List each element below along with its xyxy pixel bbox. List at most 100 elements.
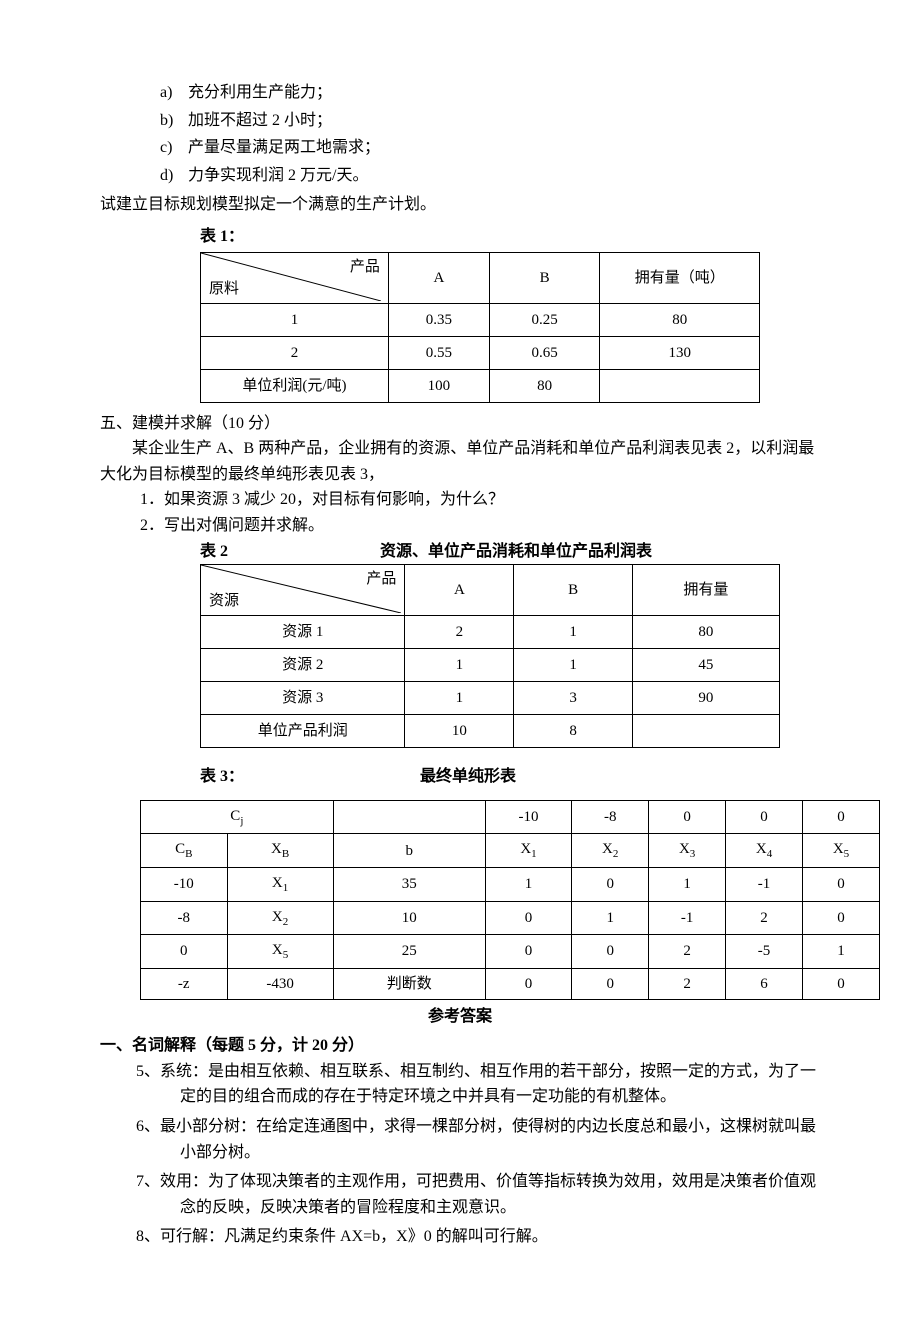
col-header: A bbox=[405, 565, 514, 616]
cell: 资源 1 bbox=[201, 616, 405, 649]
cell: 2 bbox=[649, 968, 726, 999]
list-item: c)产量尽量满足两工地需求； bbox=[160, 135, 820, 161]
cell: X5 bbox=[227, 935, 333, 969]
paragraph: 某企业生产 A、B 两种产品，企业拥有的资源、单位产品消耗和单位产品利润表见表 … bbox=[100, 436, 820, 487]
row-label: 原料 bbox=[209, 277, 239, 301]
cell: 单位利润(元/吨) bbox=[201, 369, 389, 402]
col-label: 产品 bbox=[366, 567, 396, 591]
constraints-list: a)充分利用生产能力； b)加班不超过 2 小时； c)产量尽量满足两工地需求；… bbox=[160, 80, 820, 188]
cell: 10 bbox=[333, 901, 485, 935]
list-item: d)力争实现利润 2 万元/天。 bbox=[160, 163, 820, 189]
col-header: B bbox=[489, 252, 600, 303]
cell: 1 bbox=[485, 867, 572, 901]
col-header: 拥有量（吨） bbox=[600, 252, 760, 303]
cell: 3 bbox=[514, 682, 632, 715]
cell: 6 bbox=[726, 968, 803, 999]
cell: 1 bbox=[201, 303, 389, 336]
cell: 1 bbox=[405, 682, 514, 715]
table3: Cj -10 -8 0 0 0 CB XB b X1 X2 X3 X4 X5 -… bbox=[140, 800, 880, 1000]
answer-item: 7、效用：为了体现决策者的主观作用，可把费用、价值等指标转换为效用，效用是决策者… bbox=[100, 1169, 820, 1220]
cell: 0 bbox=[803, 800, 880, 834]
cell: 1 bbox=[514, 649, 632, 682]
table2-label: 表 2 bbox=[200, 539, 380, 565]
cell: 0.65 bbox=[489, 336, 600, 369]
cell: 1 bbox=[572, 901, 649, 935]
cell bbox=[600, 369, 760, 402]
cell bbox=[632, 715, 779, 748]
cell: 1 bbox=[649, 867, 726, 901]
cell: -1 bbox=[649, 901, 726, 935]
answers-list: 5、系统：是由相互依赖、相互联系、相互制约、相互作用的若干部分，按照一定的方式，… bbox=[100, 1059, 820, 1250]
cell: 0 bbox=[726, 800, 803, 834]
col-header: X4 bbox=[726, 834, 803, 868]
cell: 0 bbox=[485, 935, 572, 969]
cell: 80 bbox=[600, 303, 760, 336]
col-header: X2 bbox=[572, 834, 649, 868]
cell: 0 bbox=[803, 901, 880, 935]
col-header: X3 bbox=[649, 834, 726, 868]
table3-label: 表 3： bbox=[200, 764, 420, 790]
cell: 0 bbox=[141, 935, 228, 969]
cell: 0 bbox=[572, 935, 649, 969]
cell: 25 bbox=[333, 935, 485, 969]
col-header: b bbox=[333, 834, 485, 868]
cell: -10 bbox=[485, 800, 572, 834]
cell bbox=[333, 800, 485, 834]
table3-title: 最终单纯形表 bbox=[420, 764, 516, 790]
cell: 1 bbox=[803, 935, 880, 969]
cell: 90 bbox=[632, 682, 779, 715]
cell: -8 bbox=[572, 800, 649, 834]
cell: 0 bbox=[803, 968, 880, 999]
col-header: A bbox=[388, 252, 489, 303]
list-item: a)充分利用生产能力； bbox=[160, 80, 820, 106]
cell: 1 bbox=[514, 616, 632, 649]
cell: 判断数 bbox=[333, 968, 485, 999]
row-label: 资源 bbox=[209, 589, 239, 613]
question-2: 2．写出对偶问题并求解。 bbox=[140, 513, 820, 539]
cell: -10 bbox=[141, 867, 228, 901]
col-header: B bbox=[514, 565, 632, 616]
table1-corner: 产品 原料 bbox=[201, 252, 389, 303]
col-header: CB bbox=[141, 834, 228, 868]
cell: 10 bbox=[405, 715, 514, 748]
cell: -z bbox=[141, 968, 228, 999]
cell: 0 bbox=[485, 968, 572, 999]
answer-item: 8、可行解：凡满足约束条件 AX=b，X》0 的解叫可行解。 bbox=[100, 1224, 820, 1250]
cell: 0.35 bbox=[388, 303, 489, 336]
cell: 100 bbox=[388, 369, 489, 402]
col-header: XB bbox=[227, 834, 333, 868]
col-header: X1 bbox=[485, 834, 572, 868]
cell: 2 bbox=[405, 616, 514, 649]
question-1: 1．如果资源 3 减少 20，对目标有何影响，为什么？ bbox=[140, 487, 820, 513]
table2-label-row: 表 2 资源、单位产品消耗和单位产品利润表 bbox=[200, 539, 820, 565]
cell: 2 bbox=[649, 935, 726, 969]
cell: 资源 2 bbox=[201, 649, 405, 682]
cell: X2 bbox=[227, 901, 333, 935]
cell: 45 bbox=[632, 649, 779, 682]
table3-label-row: 表 3： 最终单纯形表 bbox=[200, 764, 820, 790]
cell: 80 bbox=[489, 369, 600, 402]
cell: -1 bbox=[726, 867, 803, 901]
table2-corner: 产品 资源 bbox=[201, 565, 405, 616]
paragraph: 试建立目标规划模型拟定一个满意的生产计划。 bbox=[100, 192, 820, 218]
section5-heading: 五、建模并求解（10 分） bbox=[100, 411, 820, 437]
cell: Cj bbox=[141, 800, 334, 834]
cell: 130 bbox=[600, 336, 760, 369]
cell: 2 bbox=[201, 336, 389, 369]
cell: 0 bbox=[485, 901, 572, 935]
list-item: b)加班不超过 2 小时； bbox=[160, 108, 820, 134]
col-label: 产品 bbox=[350, 255, 380, 279]
cell: -430 bbox=[227, 968, 333, 999]
cell: -5 bbox=[726, 935, 803, 969]
cell: 资源 3 bbox=[201, 682, 405, 715]
cell: 0 bbox=[572, 968, 649, 999]
table1: 产品 原料 A B 拥有量（吨） 10.350.2580 20.550.6513… bbox=[200, 252, 760, 403]
cell: 80 bbox=[632, 616, 779, 649]
col-header: X5 bbox=[803, 834, 880, 868]
answers-heading: 参考答案 bbox=[100, 1004, 820, 1030]
cell: -8 bbox=[141, 901, 228, 935]
answer-item: 6、最小部分树：在给定连通图中，求得一棵部分树，使得树的内边长度总和最小，这棵树… bbox=[100, 1114, 820, 1165]
cell: 8 bbox=[514, 715, 632, 748]
table2-title: 资源、单位产品消耗和单位产品利润表 bbox=[380, 539, 652, 565]
answers-section1-heading: 一、名词解释（每题 5 分，计 20 分） bbox=[100, 1033, 820, 1059]
